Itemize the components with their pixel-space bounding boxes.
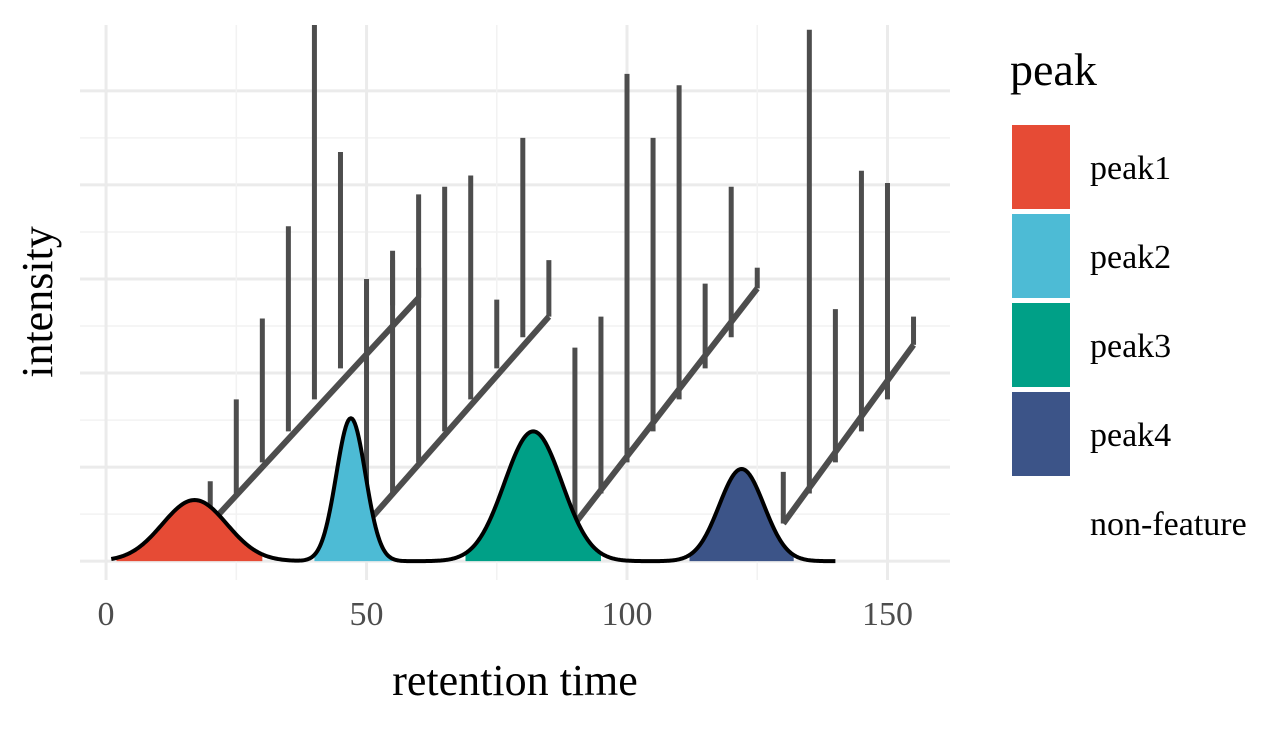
- peak1-area: [116, 500, 263, 562]
- intensity-profile: [110, 416, 837, 564]
- spectrum-2-baseline: [364, 314, 552, 526]
- spectrum-1: [207, 25, 422, 526]
- legend-label-peak4: peak4: [1090, 417, 1171, 454]
- legend-title: peak: [1010, 44, 1097, 95]
- legend-label-peak2: peak2: [1090, 239, 1171, 276]
- x-tick-labels: 0 50 100 150: [98, 596, 913, 633]
- legend-key-peak4: [1012, 392, 1070, 476]
- x-tick-label-0: 0: [98, 596, 115, 633]
- legend-label-peak1: peak1: [1090, 150, 1171, 187]
- spectrum-3-baseline: [572, 286, 760, 526]
- peak2-area: [314, 418, 393, 562]
- x-tick-label-2: 100: [602, 596, 653, 633]
- x-tick-label-3: 150: [862, 596, 913, 633]
- legend-label-non-feature: non-feature: [1090, 506, 1247, 543]
- legend-key-peak2: [1012, 214, 1070, 298]
- x-axis-title: retention time: [392, 656, 638, 705]
- spectrum-4: [780, 29, 917, 526]
- spectrum-1-baseline: [208, 295, 421, 526]
- peak3-area: [465, 431, 601, 562]
- x-tick-label-1: 50: [350, 596, 384, 633]
- mass-spectra: [207, 25, 917, 526]
- spectrum-4-baseline: [780, 343, 916, 526]
- spectrum-2: [364, 137, 552, 526]
- peak-fills: [116, 418, 794, 562]
- legend-key-peak3: [1012, 303, 1070, 387]
- intensity-profile-line: [110, 416, 837, 564]
- legend: peak1 peak2 peak3 peak4 non-feature: [1012, 125, 1247, 565]
- legend-label-peak3: peak3: [1090, 328, 1171, 365]
- legend-key-peak1: [1012, 125, 1070, 209]
- spectrum-3: [572, 73, 760, 526]
- legend-key-non-feature: [1012, 481, 1070, 565]
- y-axis-title: intensity: [13, 226, 62, 378]
- peak4-area: [689, 469, 794, 562]
